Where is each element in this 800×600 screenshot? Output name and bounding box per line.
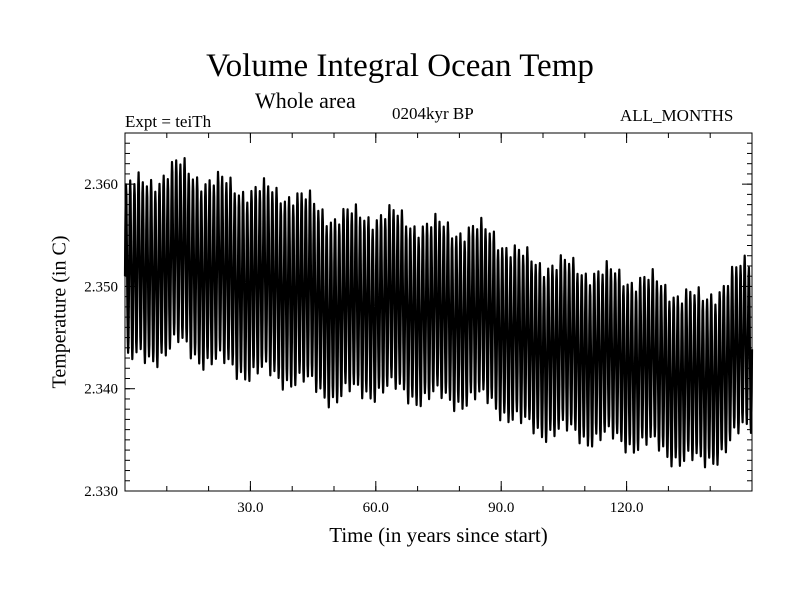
period-label: 0204kyr BP [392,104,474,123]
months-label: ALL_MONTHS [620,106,734,125]
y-tick-label: 2.360 [84,177,118,193]
x-tick-label: 120.0 [610,500,644,516]
y-tick-label: 2.330 [84,484,118,500]
experiment-label: Expt = teiTh [125,112,212,131]
plot-frame [124,132,753,492]
x-tick-label: 60.0 [363,500,389,516]
y-tick-label: 2.340 [84,382,118,398]
x-tick-label: 30.0 [237,500,263,516]
x-axis-label: Time (in years since start) [329,523,548,547]
chart-subtitle: Whole area [255,88,356,113]
series-line-0 [123,157,754,469]
x-tick-label: 90.0 [488,500,514,516]
y-tick-label: 2.350 [84,279,118,295]
chart-title: Volume Integral Ocean Temp [206,48,594,84]
